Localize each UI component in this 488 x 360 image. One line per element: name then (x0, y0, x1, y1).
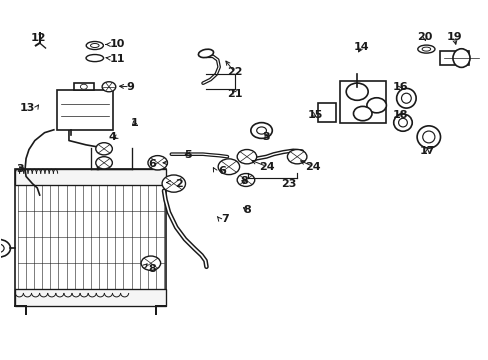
Ellipse shape (353, 106, 371, 121)
Ellipse shape (398, 118, 407, 127)
Circle shape (287, 149, 306, 164)
Circle shape (218, 159, 239, 175)
Bar (339, 81, 385, 123)
Circle shape (237, 149, 256, 164)
Circle shape (148, 156, 167, 170)
Ellipse shape (90, 44, 99, 48)
Ellipse shape (346, 83, 367, 100)
Text: 18: 18 (392, 111, 407, 121)
Ellipse shape (452, 49, 469, 67)
Text: 20: 20 (416, 32, 432, 41)
Text: 24: 24 (305, 162, 320, 172)
Text: 8: 8 (240, 176, 248, 186)
Bar (439, 51, 468, 65)
Text: 8: 8 (148, 264, 155, 274)
Text: 24: 24 (258, 162, 274, 172)
Text: 6: 6 (218, 166, 226, 176)
Text: 2: 2 (174, 179, 182, 189)
Text: 9: 9 (126, 82, 134, 92)
Text: 1: 1 (131, 118, 139, 128)
Circle shape (80, 84, 87, 89)
Bar (57, 90, 113, 130)
Circle shape (141, 256, 160, 270)
Ellipse shape (86, 54, 103, 62)
Text: 3: 3 (17, 164, 24, 174)
Text: 22: 22 (226, 67, 242, 77)
Circle shape (96, 157, 112, 169)
Text: 7: 7 (221, 215, 228, 224)
Ellipse shape (86, 41, 103, 50)
Text: 5: 5 (184, 150, 192, 160)
Ellipse shape (416, 126, 440, 148)
Text: 21: 21 (226, 89, 242, 99)
Text: 14: 14 (353, 42, 368, 52)
Circle shape (0, 239, 10, 257)
Text: 8: 8 (243, 206, 250, 216)
Bar (15, 289, 166, 306)
Text: 19: 19 (446, 32, 461, 41)
Circle shape (96, 143, 112, 155)
Bar (73, 83, 94, 90)
Ellipse shape (422, 131, 434, 143)
Circle shape (237, 174, 254, 186)
Text: 4: 4 (109, 132, 117, 142)
Text: 13: 13 (20, 103, 35, 113)
Ellipse shape (401, 93, 410, 103)
Text: 17: 17 (419, 146, 434, 156)
Ellipse shape (366, 98, 386, 113)
Bar (15, 169, 166, 306)
Circle shape (162, 175, 185, 192)
Text: 10: 10 (110, 40, 125, 49)
Circle shape (0, 244, 4, 253)
Text: 23: 23 (280, 179, 295, 189)
Circle shape (256, 127, 266, 134)
Ellipse shape (417, 45, 434, 53)
Text: 11: 11 (110, 54, 125, 64)
Circle shape (250, 123, 272, 138)
Circle shape (102, 82, 116, 92)
Text: 15: 15 (307, 111, 322, 121)
Ellipse shape (393, 114, 411, 131)
Bar (317, 103, 335, 122)
Text: 3: 3 (262, 132, 270, 142)
Text: 12: 12 (31, 33, 46, 43)
Text: 16: 16 (392, 82, 407, 92)
Ellipse shape (421, 47, 430, 51)
Bar (15, 169, 166, 185)
Ellipse shape (396, 88, 415, 108)
Text: 6: 6 (147, 159, 156, 169)
Ellipse shape (198, 49, 213, 58)
